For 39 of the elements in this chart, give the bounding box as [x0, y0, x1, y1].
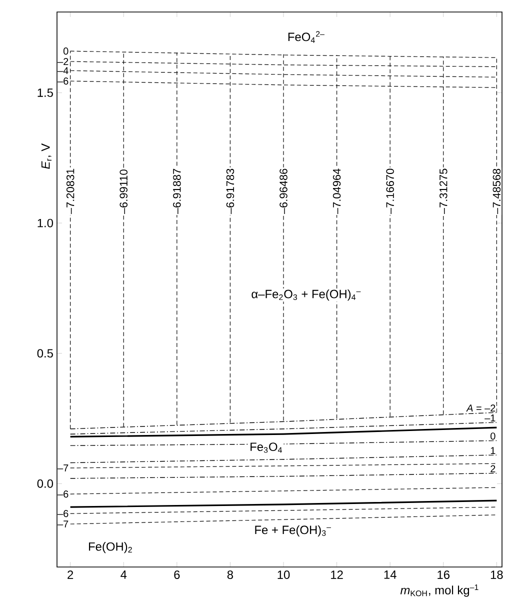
x-tick-label: 4 — [120, 570, 127, 579]
annotation: –2 — [58, 58, 68, 65]
annotation: 0 — [490, 432, 496, 440]
annotation: 0 — [63, 48, 68, 55]
annotation: 1 — [490, 447, 496, 454]
x-tick-label: 18 — [490, 570, 503, 579]
x-tick-label: 14 — [384, 570, 396, 579]
annotation: –4 — [58, 67, 68, 74]
annotation: –6.91783 — [226, 168, 234, 214]
x-tick-label: 6 — [174, 570, 180, 579]
y-axis-title: E$_{r}$, V — [41, 143, 52, 169]
annotation: –7 — [58, 464, 68, 472]
y-tick-label: 1.0 — [38, 218, 54, 228]
annotation: –6.99110 — [120, 170, 128, 214]
annotation: –7.16670 — [386, 168, 394, 214]
annotation: –7 — [58, 520, 68, 528]
annotation: –7.04964 — [332, 168, 341, 214]
annotation: –7.31275 — [440, 168, 448, 214]
annotation: 2 — [490, 465, 496, 472]
x-tick-label: 2 — [68, 570, 74, 579]
x-axis-title: m$_{KOH}$, mol kg$^{–1}$ — [400, 584, 478, 597]
annotation: –7.20831 — [66, 168, 74, 214]
annotation: –6 — [58, 78, 68, 85]
annotation: –7.48568 — [492, 168, 501, 214]
annotation: –6 — [58, 490, 68, 498]
annotation: –1 — [484, 414, 496, 422]
annotation: –6 — [58, 510, 68, 518]
y-tick-label: 0.5 — [37, 349, 53, 358]
annotation: –6.96486 — [280, 168, 288, 214]
y-tick-label: 1.5 — [38, 88, 53, 97]
annotation: Fe(OH)$_{2}$ — [88, 542, 132, 554]
annotation: A = –2 — [466, 404, 496, 412]
x-tick-label: 10 — [278, 570, 290, 579]
annotation: Fe$_{3}$O$_{4}$ — [250, 442, 282, 453]
y-tick-label: 0.0 — [37, 479, 54, 488]
x-tick-label: 8 — [227, 570, 234, 579]
x-tick-label: 12 — [331, 570, 343, 579]
x-tick-label: 16 — [438, 570, 450, 579]
annotation: –6.91887 — [173, 168, 181, 214]
